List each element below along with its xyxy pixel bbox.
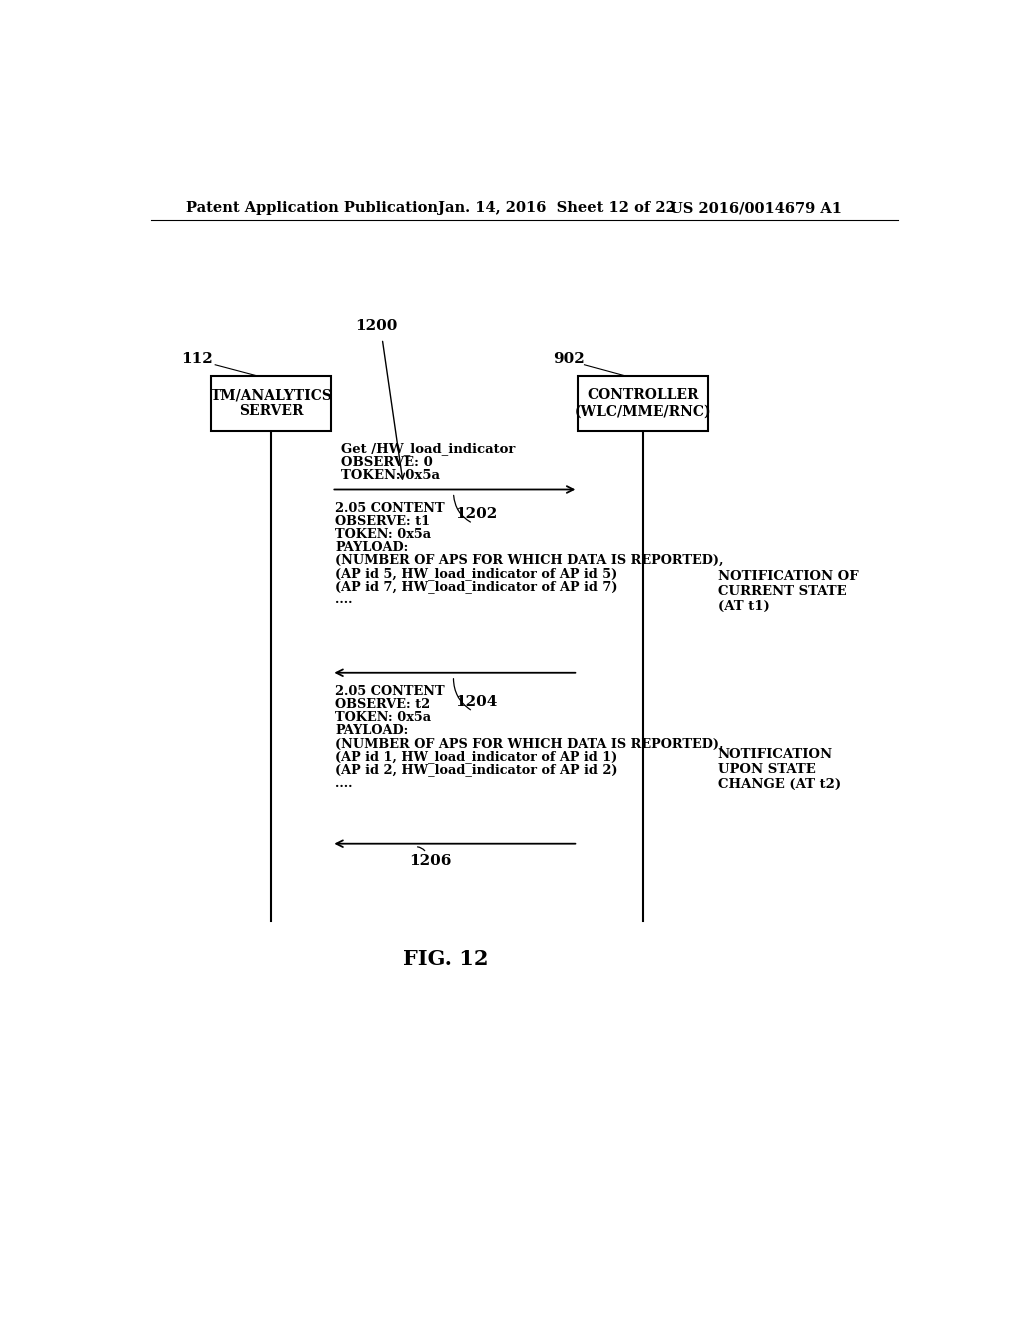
Text: CONTROLLER
(WLC/MME/RNC): CONTROLLER (WLC/MME/RNC) <box>575 388 712 418</box>
Text: Jan. 14, 2016  Sheet 12 of 22: Jan. 14, 2016 Sheet 12 of 22 <box>438 202 676 215</box>
Text: FIG. 12: FIG. 12 <box>403 949 488 969</box>
Text: NOTIFICATION
UPON STATE
CHANGE (AT t2): NOTIFICATION UPON STATE CHANGE (AT t2) <box>718 747 841 791</box>
Text: 2.05 CONTENT: 2.05 CONTENT <box>335 502 445 515</box>
Text: OBSERVE: t1: OBSERVE: t1 <box>335 515 430 528</box>
Text: (AP id 1, HW_load_indicator of AP id 1): (AP id 1, HW_load_indicator of AP id 1) <box>335 751 617 763</box>
Text: TM/ANALYTICS
SERVER: TM/ANALYTICS SERVER <box>211 388 333 418</box>
Text: PAYLOAD:: PAYLOAD: <box>335 725 409 738</box>
Bar <box>579 376 709 430</box>
Text: 1204: 1204 <box>456 696 498 709</box>
Text: OBSERVE: t2: OBSERVE: t2 <box>335 698 430 711</box>
Text: (AP id 2, HW_load_indicator of AP id 2): (AP id 2, HW_load_indicator of AP id 2) <box>335 763 617 776</box>
Text: TOKEN: 0x5a: TOKEN: 0x5a <box>341 469 439 482</box>
Text: (AP id 5, HW_load_indicator of AP id 5): (AP id 5, HW_load_indicator of AP id 5) <box>335 568 617 581</box>
Text: ....: .... <box>335 594 353 606</box>
Bar <box>211 376 332 430</box>
Text: 1206: 1206 <box>409 854 452 867</box>
Text: (NUMBER OF APS FOR WHICH DATA IS REPORTED),: (NUMBER OF APS FOR WHICH DATA IS REPORTE… <box>335 738 724 751</box>
Text: NOTIFICATION OF
CURRENT STATE
(AT t1): NOTIFICATION OF CURRENT STATE (AT t1) <box>718 570 858 614</box>
Text: ....: .... <box>335 776 353 789</box>
Text: 112: 112 <box>181 351 213 366</box>
Text: (NUMBER OF APS FOR WHICH DATA IS REPORTED),: (NUMBER OF APS FOR WHICH DATA IS REPORTE… <box>335 554 724 568</box>
Text: Get /HW_load_indicator: Get /HW_load_indicator <box>341 442 515 455</box>
Text: 1202: 1202 <box>456 507 498 521</box>
Text: 2.05 CONTENT: 2.05 CONTENT <box>335 685 445 698</box>
Text: US 2016/0014679 A1: US 2016/0014679 A1 <box>671 202 843 215</box>
Text: PAYLOAD:: PAYLOAD: <box>335 541 409 554</box>
Text: OBSERVE: 0: OBSERVE: 0 <box>341 455 432 469</box>
Text: (AP id 7, HW_load_indicator of AP id 7): (AP id 7, HW_load_indicator of AP id 7) <box>335 581 617 594</box>
Text: Patent Application Publication: Patent Application Publication <box>186 202 438 215</box>
Text: TOKEN: 0x5a: TOKEN: 0x5a <box>335 711 431 725</box>
Text: TOKEN: 0x5a: TOKEN: 0x5a <box>335 528 431 541</box>
Text: 902: 902 <box>553 351 585 366</box>
Text: 1200: 1200 <box>354 319 397 333</box>
